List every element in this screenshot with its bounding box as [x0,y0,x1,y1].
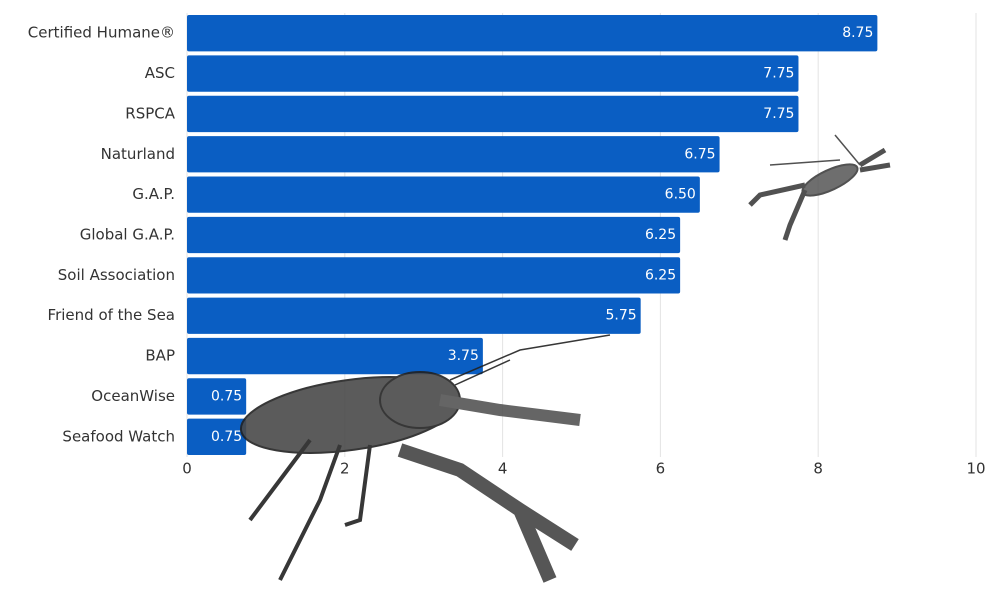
value-label: 0.75 [211,429,242,445]
bar [187,15,878,52]
value-label: 0.75 [211,388,242,404]
bar [187,418,247,455]
x-tick-label: 0 [182,460,192,478]
y-tick-label: OceanWise [91,387,175,405]
bar [187,176,700,213]
bar [187,378,247,415]
value-label: 5.75 [606,308,637,324]
value-label: 6.25 [645,227,676,243]
value-label: 3.75 [448,348,479,364]
y-tick-label: RSPCA [125,104,175,122]
value-label: 7.75 [763,106,794,122]
value-label: 6.75 [684,146,715,162]
y-tick-label: ASC [145,64,175,82]
value-label: 6.50 [665,187,696,203]
bar [187,297,641,334]
y-tick-label: BAP [145,347,175,365]
x-tick-label: 6 [656,460,666,478]
bar [187,257,681,294]
crayfish-large [239,334,611,583]
bar [187,55,799,92]
x-tick-label: 4 [498,460,508,478]
crayfish-small [748,134,891,241]
y-tick-label: Friend of the Sea [48,306,175,324]
y-tick-label: Seafood Watch [62,427,175,445]
bar [187,337,483,375]
x-tick-label: 2 [340,460,350,478]
y-tick-label: Soil Association [58,266,175,284]
y-tick-label: G.A.P. [132,185,175,203]
y-tick-label: Global G.A.P. [80,226,175,244]
y-tick-label: Naturland [101,145,175,163]
value-label: 6.25 [645,267,676,283]
value-label: 8.75 [842,25,873,41]
bar [187,216,681,254]
value-label: 7.75 [763,66,794,82]
x-tick-label: 8 [813,460,823,478]
y-tick-label: Certified Humane® [28,24,175,42]
bar [187,136,720,173]
bar [187,95,799,133]
x-tick-label: 10 [966,460,985,478]
